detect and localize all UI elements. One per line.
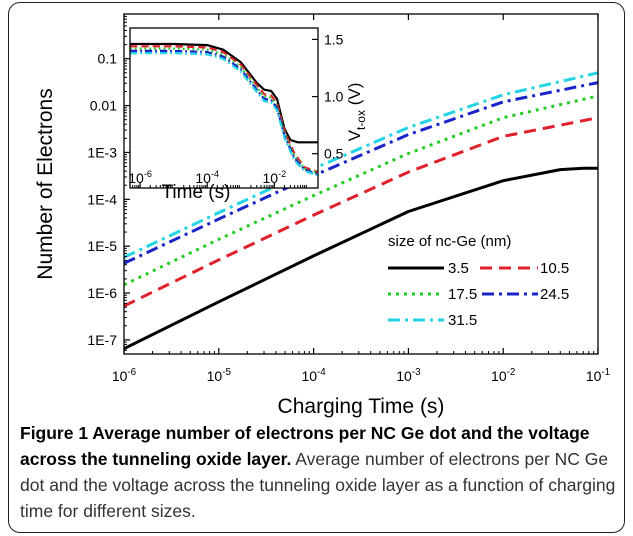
legend-label-31.5: 31.5	[448, 312, 477, 329]
x-tick-base: 10	[263, 170, 279, 186]
main-chart: 10-6 10-5 10-4 10-3 10-2 10-11E-71E-61E-51E-4…	[34, 13, 610, 418]
legend-title: size of nc-Ge (nm)	[388, 233, 511, 250]
x-tick-base: 10	[491, 368, 507, 384]
inset-y-axis-title: Vt-ox (V)	[345, 83, 368, 142]
series-line-24.5	[123, 81, 599, 265]
inset-y-axis-subscript: t-ox	[354, 110, 368, 130]
x-tick-base: 10	[301, 368, 317, 384]
figure-chart: 10-6 10-5 10-4 10-3 10-2 10-11E-71E-61E-51E-4…	[34, 13, 610, 418]
x-tick-exponent: -6	[127, 367, 136, 378]
y-tick-label: 0.01	[90, 98, 117, 114]
inset-background	[130, 28, 318, 188]
inset-series-line-3	[130, 49, 319, 176]
x-tick-exponent: -1	[601, 367, 610, 378]
figure-caption: Figure 1 Average number of electrons per…	[20, 420, 620, 524]
x-tick-label: 10-4	[195, 169, 219, 186]
x-tick-base: 10	[112, 368, 128, 384]
y-tick-label: 1E-3	[87, 144, 117, 160]
x-tick-exponent: -2	[507, 367, 516, 378]
y-tick-label: 1E-6	[87, 285, 117, 301]
x-tick-exponent: -4	[317, 367, 326, 378]
inset-y-axis-main: V	[345, 129, 364, 141]
y-tick-label: 1.0	[324, 89, 344, 105]
x-tick-label: 10-6	[112, 367, 137, 384]
x-tick-exponent: -2	[278, 169, 286, 179]
legend-label-17.5: 17.5	[448, 286, 477, 303]
inset-x-axis-title: Time (s)	[162, 182, 231, 203]
legend-label-10.5: 10.5	[540, 260, 569, 277]
inset-series-line-4	[130, 51, 319, 177]
y-tick-label: 1E-4	[87, 191, 117, 207]
series-line-31.5	[123, 71, 599, 259]
x-tick-label: 10-2	[263, 169, 287, 186]
y-tick-label: 0.5	[324, 146, 344, 162]
x-tick-label: 10-1	[586, 367, 610, 384]
x-tick-exponent: -5	[222, 367, 231, 378]
caption-title: Average number of electrons per NC Ge do…	[20, 423, 590, 469]
y-axis-title: Number of Electrons	[34, 88, 57, 279]
x-tick-base: 10	[128, 170, 144, 186]
y-tick-label: 1E-7	[87, 332, 117, 348]
x-tick-label: 10-4	[301, 367, 326, 384]
x-tick-label: 10-3	[396, 367, 421, 384]
x-tick-base: 10	[396, 368, 412, 384]
legend-label-3.5: 3.5	[448, 260, 469, 277]
x-tick-exponent: -4	[211, 169, 219, 179]
x-tick-base: 10	[586, 368, 602, 384]
x-tick-base: 10	[195, 170, 211, 186]
x-tick-base: 10	[207, 368, 223, 384]
y-tick-label: 1.5	[324, 31, 344, 47]
x-tick-exponent: -6	[144, 169, 152, 179]
y-tick-label: 1E-5	[87, 238, 117, 254]
x-tick-label: 10-2	[491, 367, 515, 384]
inset-series-line-2	[130, 47, 319, 175]
series-line-10.5	[123, 116, 599, 308]
caption-text: Average number of electrons per NC Ge do…	[20, 449, 616, 521]
inset-series-line-0	[130, 42, 318, 144]
legend-label-24.5: 24.5	[540, 286, 569, 303]
x-axis-title: Charging Time (s)	[278, 395, 445, 418]
y-tick-label: 0.1	[98, 51, 118, 67]
inset-y-axis-unit: (V)	[345, 83, 364, 110]
chart-legend: size of nc-Ge (nm) 3.5 10.5 17.5 24.5 31.5	[388, 233, 569, 329]
caption-label: Figure 1	[20, 423, 89, 443]
inset-plot-frame	[129, 27, 319, 189]
x-tick-label: 10-5	[207, 367, 232, 384]
x-tick-label: 10-6	[128, 169, 152, 186]
series-line-3.5	[123, 166, 598, 351]
plot-frame	[123, 13, 599, 355]
x-tick-exponent: -3	[412, 367, 421, 378]
